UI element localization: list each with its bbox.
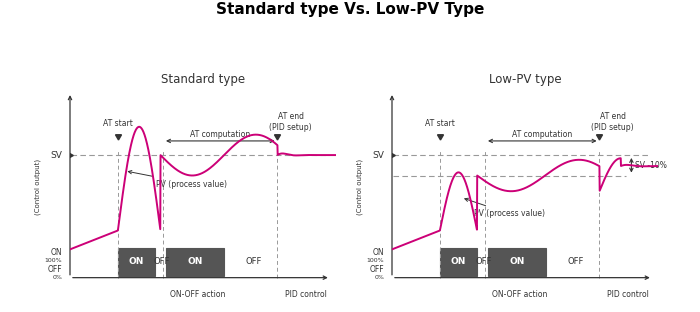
Text: 0%: 0%	[374, 275, 384, 280]
Text: ON-OFF action: ON-OFF action	[492, 290, 547, 299]
Text: 0%: 0%	[52, 275, 62, 280]
Text: PV (process value): PV (process value)	[128, 171, 228, 188]
Text: 100%: 100%	[366, 258, 384, 263]
Text: ON: ON	[510, 257, 525, 266]
Text: Standard type Vs. Low-PV Type: Standard type Vs. Low-PV Type	[216, 2, 484, 17]
Text: PV (process value): PV (process value)	[465, 198, 545, 218]
Text: Low-PV type: Low-PV type	[489, 73, 561, 86]
Text: ON-OFF action: ON-OFF action	[170, 290, 225, 299]
Text: (PID setup): (PID setup)	[592, 123, 634, 131]
Text: OFF: OFF	[370, 265, 384, 274]
Text: Standard type: Standard type	[161, 73, 245, 86]
Text: (PID setup): (PID setup)	[270, 123, 312, 131]
Text: AT start: AT start	[425, 119, 455, 128]
Text: AT end: AT end	[600, 111, 626, 120]
Bar	[118, 248, 155, 276]
Text: OFF: OFF	[48, 265, 62, 274]
Text: OFF: OFF	[153, 257, 170, 266]
Text: PID control: PID control	[607, 290, 649, 299]
Text: AT computation: AT computation	[190, 130, 251, 139]
Bar	[166, 248, 224, 276]
Text: SV: SV	[372, 151, 384, 159]
Text: OFF: OFF	[246, 257, 262, 266]
Text: PID control: PID control	[285, 290, 327, 299]
Text: SV: SV	[50, 151, 62, 159]
Text: ON: ON	[451, 257, 466, 266]
Text: AT start: AT start	[103, 119, 133, 128]
Text: (Control output): (Control output)	[357, 158, 363, 215]
Text: 100%: 100%	[44, 258, 62, 263]
Bar	[488, 248, 546, 276]
Text: (Control output): (Control output)	[35, 158, 41, 215]
Bar	[440, 248, 477, 276]
Text: ON: ON	[372, 247, 384, 256]
Text: OFF: OFF	[568, 257, 584, 266]
Text: AT computation: AT computation	[512, 130, 573, 139]
Text: OFF: OFF	[475, 257, 492, 266]
Text: ON: ON	[188, 257, 203, 266]
Text: ON: ON	[50, 247, 62, 256]
Text: ON: ON	[129, 257, 144, 266]
Text: SV -10%: SV -10%	[636, 161, 667, 170]
Text: AT end: AT end	[278, 111, 304, 120]
